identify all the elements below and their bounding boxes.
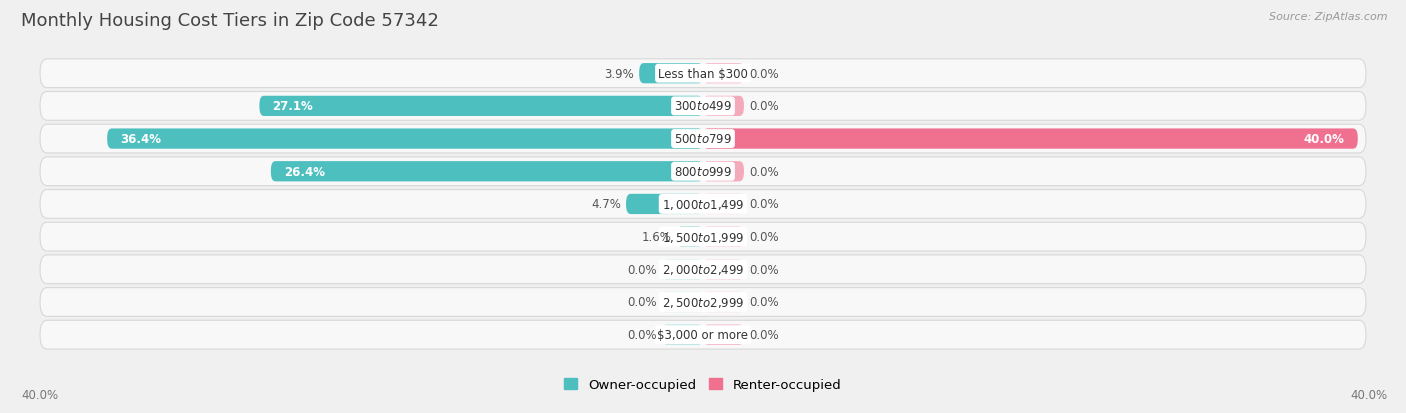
- Text: 36.4%: 36.4%: [121, 133, 162, 146]
- Legend: Owner-occupied, Renter-occupied: Owner-occupied, Renter-occupied: [560, 373, 846, 396]
- FancyBboxPatch shape: [662, 259, 703, 280]
- Text: Monthly Housing Cost Tiers in Zip Code 57342: Monthly Housing Cost Tiers in Zip Code 5…: [21, 12, 439, 30]
- FancyBboxPatch shape: [39, 92, 1367, 121]
- FancyBboxPatch shape: [703, 129, 1358, 150]
- Text: $500 to $799: $500 to $799: [673, 133, 733, 146]
- FancyBboxPatch shape: [626, 195, 703, 214]
- FancyBboxPatch shape: [676, 227, 703, 247]
- Text: 0.0%: 0.0%: [749, 296, 779, 309]
- Text: 0.0%: 0.0%: [749, 230, 779, 244]
- Text: $1,500 to $1,999: $1,500 to $1,999: [662, 230, 744, 244]
- Text: 0.0%: 0.0%: [749, 68, 779, 81]
- FancyBboxPatch shape: [39, 125, 1367, 154]
- Text: 0.0%: 0.0%: [627, 263, 657, 276]
- Text: 0.0%: 0.0%: [749, 165, 779, 178]
- FancyBboxPatch shape: [39, 59, 1367, 88]
- Text: 40.0%: 40.0%: [1351, 388, 1388, 401]
- Text: 0.0%: 0.0%: [627, 328, 657, 341]
- Text: 3.9%: 3.9%: [605, 68, 634, 81]
- FancyBboxPatch shape: [703, 64, 744, 84]
- FancyBboxPatch shape: [39, 223, 1367, 252]
- FancyBboxPatch shape: [39, 320, 1367, 349]
- Text: Less than $300: Less than $300: [658, 68, 748, 81]
- Text: 4.7%: 4.7%: [592, 198, 621, 211]
- FancyBboxPatch shape: [39, 157, 1367, 186]
- FancyBboxPatch shape: [259, 97, 703, 117]
- Text: 0.0%: 0.0%: [627, 296, 657, 309]
- FancyBboxPatch shape: [703, 162, 744, 182]
- Text: Source: ZipAtlas.com: Source: ZipAtlas.com: [1270, 12, 1388, 22]
- Text: 0.0%: 0.0%: [749, 263, 779, 276]
- Text: 40.0%: 40.0%: [21, 388, 58, 401]
- FancyBboxPatch shape: [107, 129, 703, 150]
- FancyBboxPatch shape: [640, 64, 703, 84]
- FancyBboxPatch shape: [662, 292, 703, 312]
- Text: 27.1%: 27.1%: [273, 100, 314, 113]
- FancyBboxPatch shape: [39, 255, 1367, 284]
- Text: $2,500 to $2,999: $2,500 to $2,999: [662, 295, 744, 309]
- Text: $2,000 to $2,499: $2,000 to $2,499: [662, 263, 744, 277]
- FancyBboxPatch shape: [703, 259, 744, 280]
- Text: 26.4%: 26.4%: [284, 165, 325, 178]
- FancyBboxPatch shape: [703, 227, 744, 247]
- FancyBboxPatch shape: [39, 190, 1367, 219]
- Text: $3,000 or more: $3,000 or more: [658, 328, 748, 341]
- FancyBboxPatch shape: [39, 288, 1367, 317]
- Text: 0.0%: 0.0%: [749, 100, 779, 113]
- FancyBboxPatch shape: [703, 97, 744, 117]
- Text: $1,000 to $1,499: $1,000 to $1,499: [662, 197, 744, 211]
- FancyBboxPatch shape: [703, 325, 744, 345]
- Text: $300 to $499: $300 to $499: [673, 100, 733, 113]
- Text: $800 to $999: $800 to $999: [673, 165, 733, 178]
- FancyBboxPatch shape: [703, 292, 744, 312]
- FancyBboxPatch shape: [703, 195, 744, 214]
- Text: 40.0%: 40.0%: [1303, 133, 1344, 146]
- Text: 0.0%: 0.0%: [749, 328, 779, 341]
- Text: 0.0%: 0.0%: [749, 198, 779, 211]
- Text: 1.6%: 1.6%: [643, 230, 672, 244]
- FancyBboxPatch shape: [271, 162, 703, 182]
- FancyBboxPatch shape: [662, 325, 703, 345]
